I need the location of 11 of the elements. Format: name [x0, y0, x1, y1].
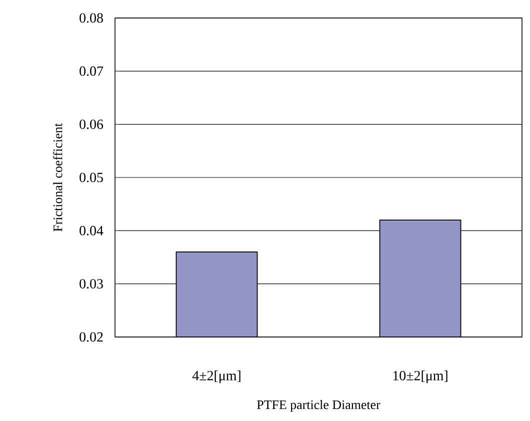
y-tick-label: 0.03: [80, 279, 103, 289]
y-tick-label: 0.02: [80, 332, 103, 342]
x-tick-label: 4±2[μm]: [192, 370, 240, 384]
x-tick-label: 10±2[μm]: [393, 370, 448, 384]
y-axis-title: Frictional coefficient: [52, 123, 62, 232]
y-tick-label: 0.07: [80, 66, 104, 76]
x-axis-title: PTFE particle Diameter: [257, 400, 380, 412]
y-tick-label: 0.06: [80, 120, 104, 130]
y-tick-label: 0.05: [80, 172, 103, 182]
y-tick-label: 0.04: [80, 226, 104, 236]
y-tick-label: 0.08: [80, 13, 103, 23]
